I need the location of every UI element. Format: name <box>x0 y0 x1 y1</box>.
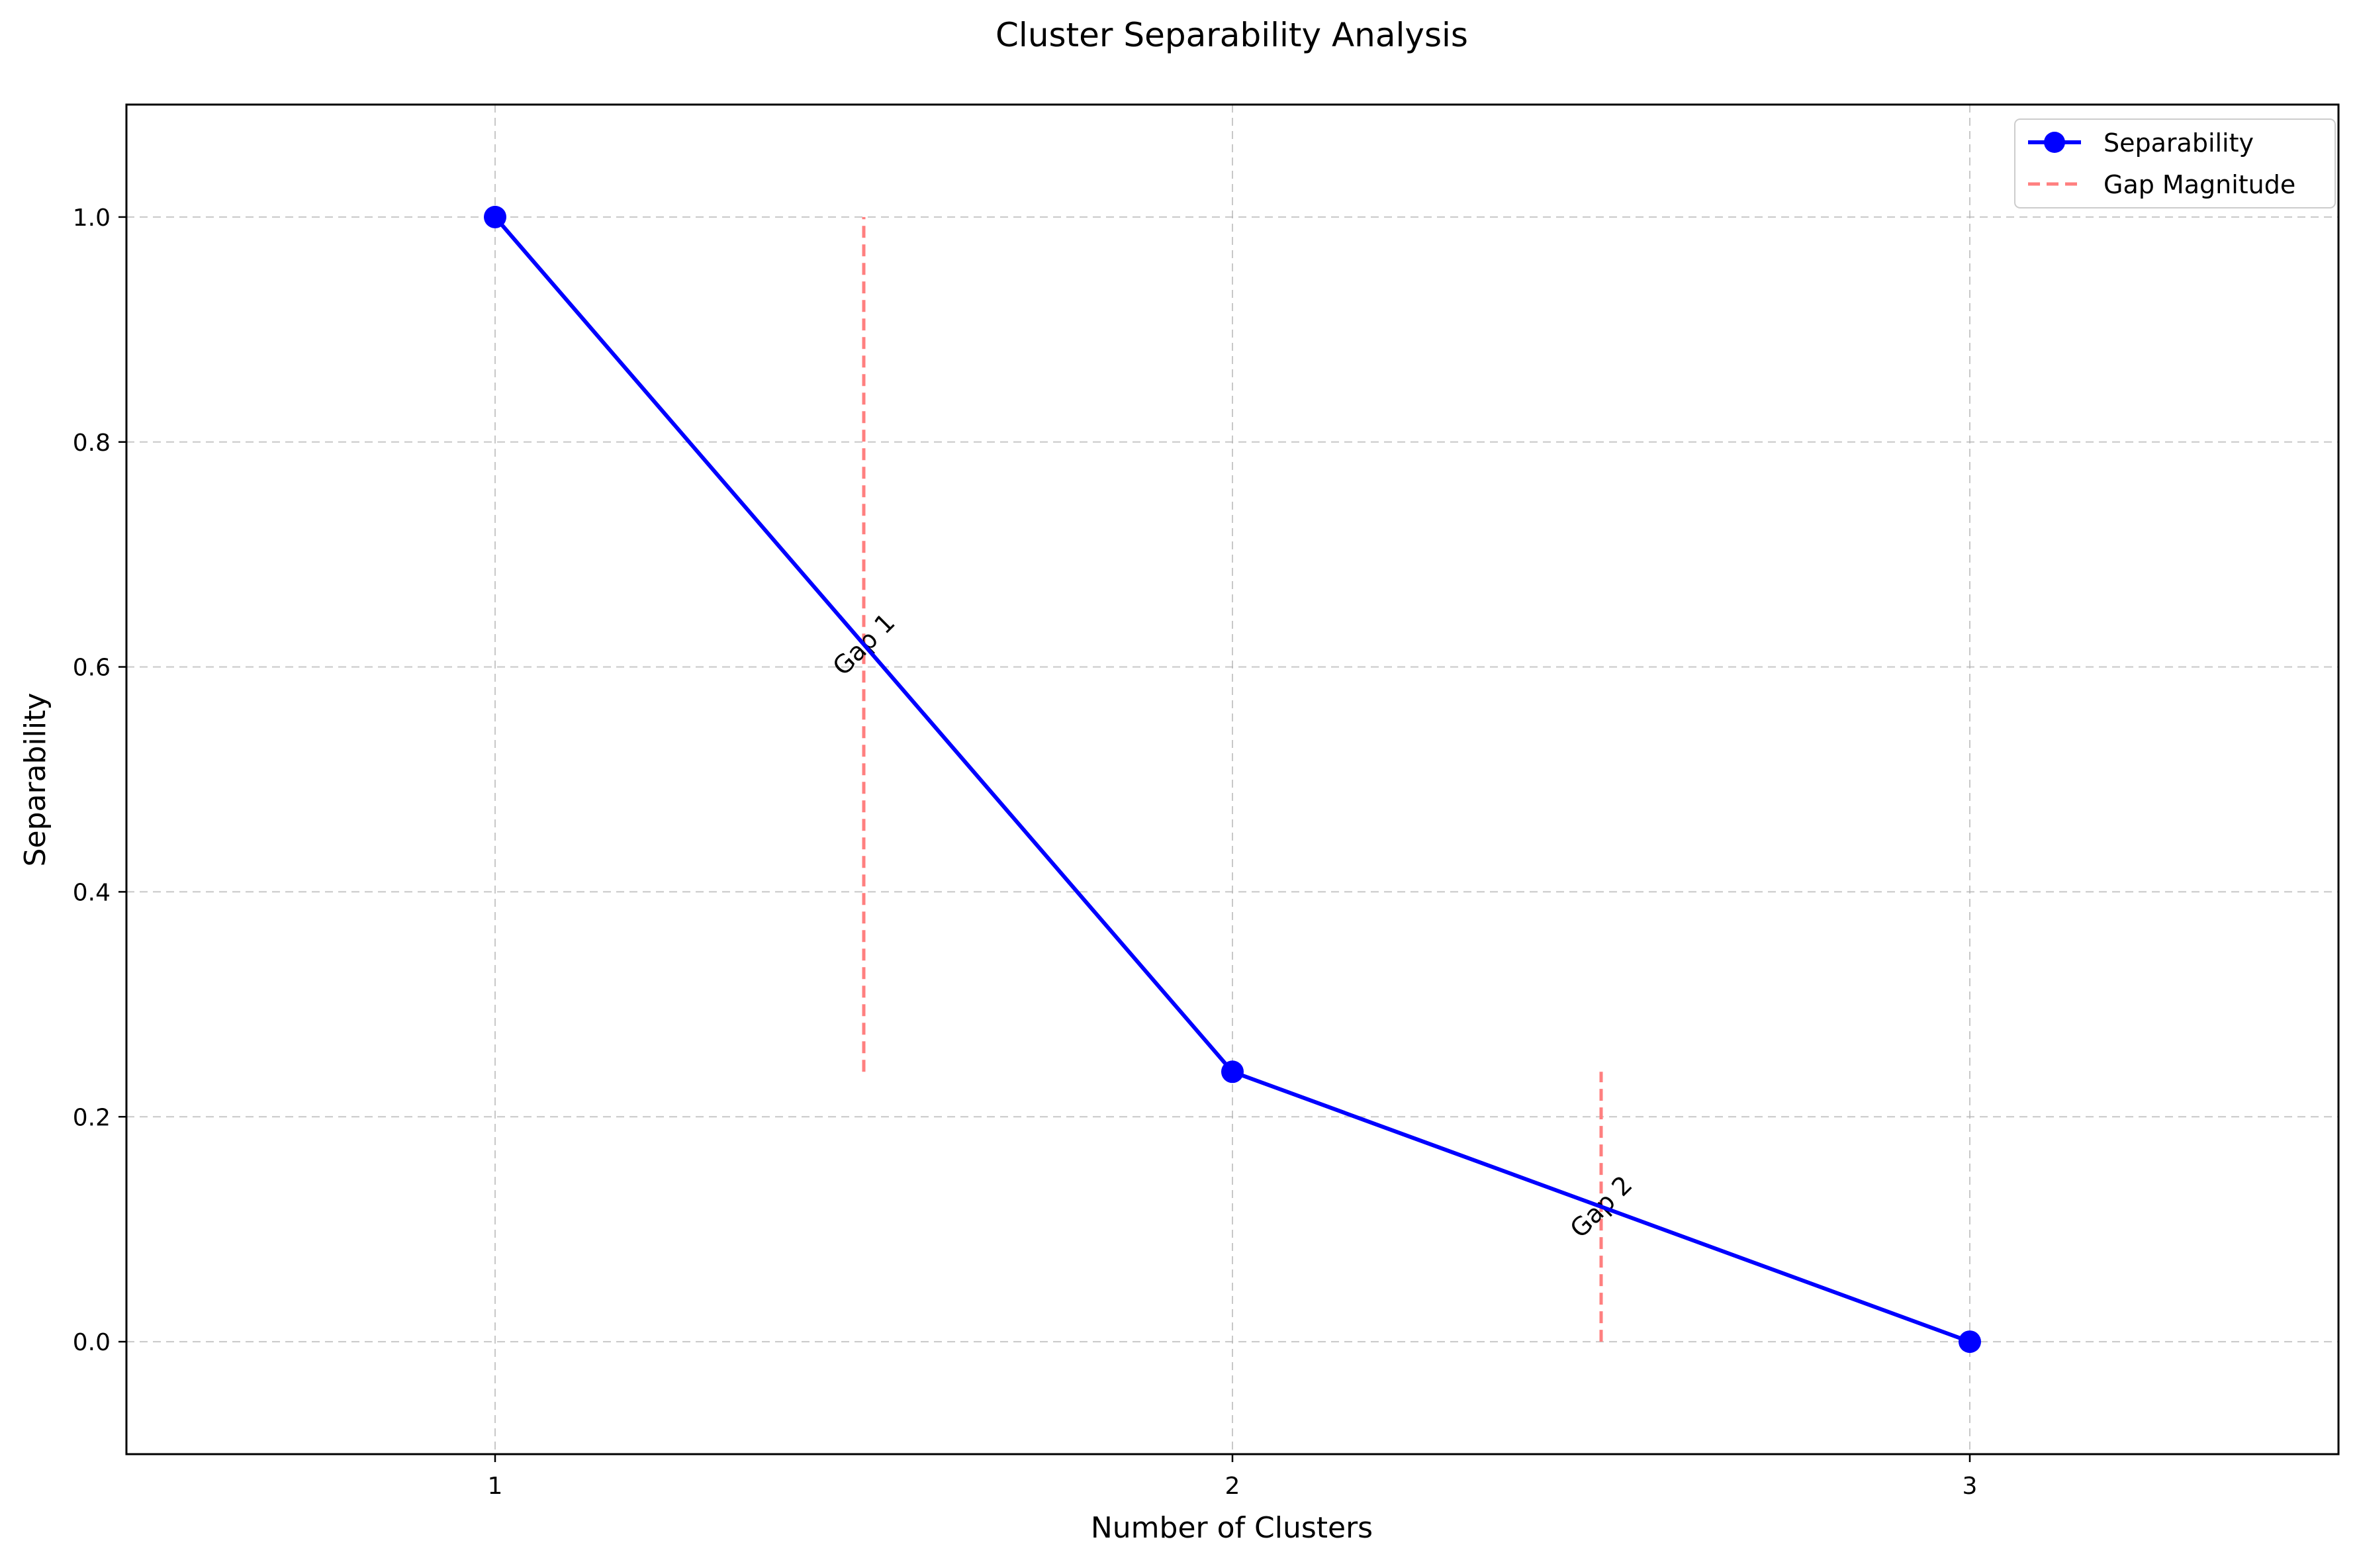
legend-gap-label: Gap Magnitude <box>2104 170 2295 199</box>
axes <box>118 103 2340 1462</box>
x-tick-label-1: 2 <box>1225 1473 1240 1500</box>
y-tick-label-5: 1.0 <box>73 205 111 232</box>
series-lines <box>484 205 1981 1354</box>
data-point-2 <box>1221 1060 1244 1084</box>
y-tick-label-1: 0.2 <box>73 1104 111 1131</box>
legend-separability-label: Separability <box>2104 128 2254 158</box>
legend: Separability Gap Magnitude <box>2014 118 2336 208</box>
legend-separability-marker <box>2044 132 2065 153</box>
x-axis-label: Number of Clusters <box>1091 1511 1373 1545</box>
x-tick-label-2: 3 <box>1963 1473 1978 1500</box>
data-point-1 <box>484 205 506 228</box>
grid-lines <box>126 105 2338 1454</box>
data-point-3 <box>1959 1330 1981 1354</box>
x-tick-label-0: 1 <box>488 1473 503 1500</box>
y-tick-label-2: 0.4 <box>73 879 111 906</box>
tick-labels: 1 2 3 0.0 0.2 0.4 0.6 0.8 1.0 <box>73 205 1978 1500</box>
chart-title: Cluster Separability Analysis <box>995 16 1468 54</box>
y-tick-label-0: 0.0 <box>73 1329 111 1356</box>
legend-box <box>2014 118 2336 208</box>
y-axis-label: Separability <box>19 693 52 867</box>
y-tick-label-4: 0.8 <box>73 430 111 457</box>
y-tick-label-3: 0.6 <box>73 655 111 682</box>
